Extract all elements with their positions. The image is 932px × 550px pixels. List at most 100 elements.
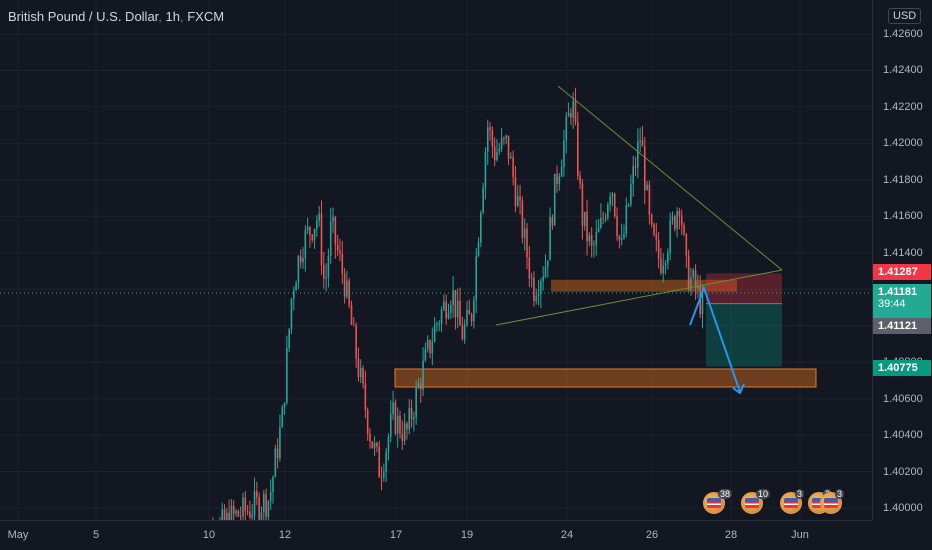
candle-body-198 [653, 224, 655, 235]
candle-body-36 [279, 427, 281, 459]
candle-body-38 [283, 402, 286, 408]
candle-body-143 [526, 228, 528, 258]
candle-body-56 [325, 277, 327, 279]
candle-body-187 [627, 204, 630, 206]
price-tick-13: 1.40000 [883, 502, 923, 514]
candle-body-30 [265, 493, 267, 517]
candle-body-89 [401, 433, 404, 441]
event-count: 3 [835, 489, 845, 499]
candle-body-112 [454, 289, 457, 318]
candle-body-53 [318, 213, 320, 221]
candle-body-45 [299, 256, 302, 263]
candle-body-39 [286, 347, 288, 403]
candle-body-200 [657, 239, 660, 259]
candle-body-136 [510, 156, 512, 159]
candle-body-173 [595, 231, 598, 245]
currency-badge[interactable]: USD [888, 8, 922, 24]
candle-body-104 [436, 323, 438, 325]
interval[interactable]: 1h [165, 9, 180, 24]
candle-body-168 [583, 211, 586, 227]
candle-body-213 [687, 255, 690, 290]
candle-body-66 [348, 280, 350, 306]
symbol-legend[interactable]: British Pound / U.S. Dollar, 1h, FXCM [8, 9, 225, 24]
candle-body-149 [540, 281, 542, 295]
candle-body-23 [249, 511, 251, 518]
candle-body-98 [422, 360, 424, 390]
candle-body-134 [505, 135, 508, 139]
time-label-0: May [7, 529, 29, 541]
candle-body-24 [251, 515, 254, 518]
candle-body-118 [468, 309, 471, 315]
candle-body-46 [302, 257, 304, 263]
candle-body-11 [221, 509, 223, 522]
symbol-name[interactable]: British Pound / U.S. Dollar [8, 9, 159, 24]
candle-body-40 [288, 328, 290, 348]
us-event-icon[interactable]: 3 [820, 489, 845, 514]
candle-body-217 [697, 285, 699, 289]
candle-body-115 [461, 325, 464, 340]
candle-body-184 [620, 237, 623, 240]
candle-body-182 [616, 216, 618, 237]
us-event-icon[interactable]: 3 [780, 489, 805, 514]
exchange[interactable]: FXCM [187, 9, 225, 24]
price-tick-11: 1.40400 [883, 429, 923, 442]
candle-body-189 [632, 166, 635, 185]
candle-body-78 [376, 443, 378, 447]
candle-body-65 [346, 280, 348, 297]
candle-body-214 [690, 277, 692, 290]
candle-body-219 [701, 293, 704, 315]
candle-body-164 [574, 100, 577, 122]
candle-body-73 [364, 383, 367, 410]
candle-body-159 [563, 140, 565, 167]
us-event-icon[interactable]: 10 [741, 489, 771, 514]
candle-body-131 [498, 148, 501, 152]
candle-body-95 [415, 387, 417, 418]
chart-area[interactable]: British Pound / U.S. Dollar, 1h, FXCM 38… [0, 0, 872, 550]
candle-body-162 [570, 112, 572, 118]
candlestick-chart[interactable] [0, 0, 872, 550]
candle-body-100 [426, 340, 429, 349]
candle-body-96 [417, 383, 420, 388]
price-tick-6: 1.41400 [883, 246, 923, 259]
candle-body-60 [334, 216, 337, 245]
candle-body-92 [408, 407, 411, 430]
candle-body-154 [551, 216, 554, 226]
candle-body-43 [295, 282, 297, 291]
price-tick-1: 1.42400 [883, 64, 923, 77]
candle-body-72 [362, 368, 364, 384]
us-event-icon[interactable]: 38 [703, 489, 733, 514]
candle-body-94 [413, 417, 415, 420]
candle-body-147 [535, 296, 538, 302]
flag-icon [812, 498, 826, 508]
candle-body-128 [491, 129, 494, 147]
candle-body-197 [650, 214, 653, 225]
candle-body-12 [223, 509, 226, 522]
candle-body-87 [396, 415, 399, 434]
candle-body-137 [512, 156, 514, 178]
candle-body-144 [528, 257, 531, 279]
price-axis[interactable]: 1.42600 1.42400 1.42200 1.42000 1.41800 1.416… [872, 0, 932, 520]
candle-body-99 [424, 348, 427, 361]
time-label-7: 26 [645, 529, 659, 541]
candle-body-93 [410, 407, 413, 420]
flag-icon [784, 498, 798, 508]
candle-body-169 [586, 211, 588, 242]
candle-body-80 [380, 477, 383, 479]
time-axis[interactable]: May 5 10 12 17 19 24 26 28 Jun [0, 520, 872, 550]
candle-body-178 [607, 204, 609, 219]
candle-body-116 [463, 324, 466, 340]
candle-body-52 [316, 220, 318, 229]
candle-body-170 [588, 235, 591, 242]
time-label-3: 12 [278, 529, 292, 541]
candle-body-49 [309, 226, 311, 235]
candle-body-193 [641, 140, 644, 147]
candle-body-121 [475, 255, 477, 300]
projection-arrow [689, 285, 741, 393]
event-count: 10 [756, 489, 771, 499]
candle-body-203 [664, 263, 667, 266]
candle-body-63 [341, 253, 344, 274]
target-price-badge: 1.40775 [873, 360, 931, 376]
candle-body-211 [683, 225, 685, 235]
candle-body-132 [500, 138, 503, 149]
triangle-lower-line [495, 269, 783, 326]
